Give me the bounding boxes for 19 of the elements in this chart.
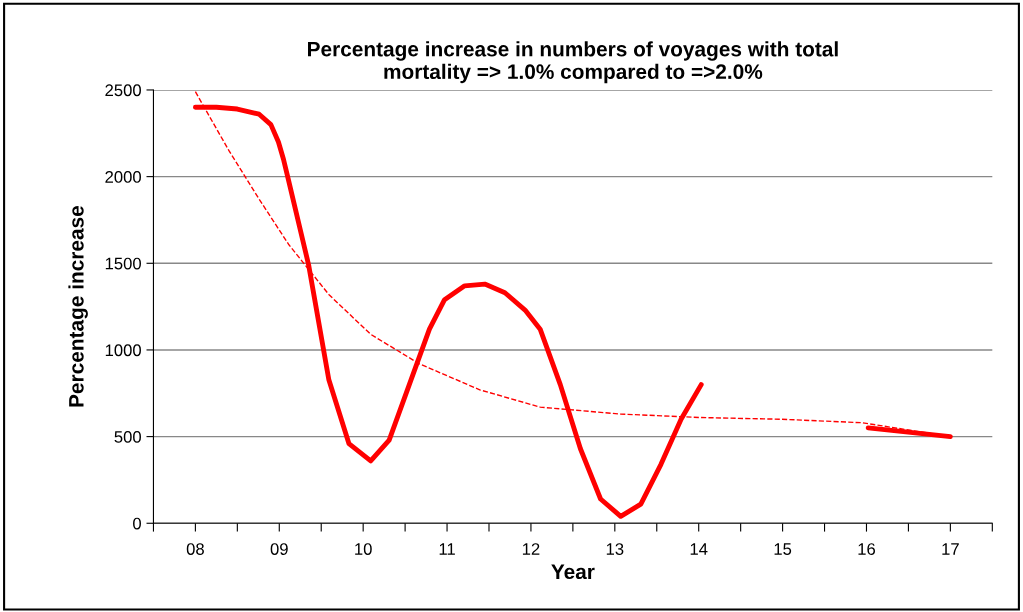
x-tick-label: 12 bbox=[522, 543, 540, 555]
chart-title: Percentage increase in numbers of voyages with total mortality => 1.0% compared to =>2.0% bbox=[308, 41, 838, 84]
x-axis-title: Year bbox=[551, 564, 595, 580]
y-tick-label: 2000 bbox=[105, 171, 141, 183]
y-tick-label: 1500 bbox=[105, 257, 141, 270]
x-tick-label: 11 bbox=[439, 543, 455, 555]
x-tick-label: 10 bbox=[355, 543, 372, 555]
y-tick-label: 0 bbox=[133, 517, 141, 530]
x-tick-label: 17 bbox=[942, 543, 959, 555]
x-tick-label: 16 bbox=[858, 543, 876, 555]
x-tick-label: 09 bbox=[270, 543, 288, 555]
y-tick-label: 2500 bbox=[105, 84, 141, 97]
y-axis-title: Percentage increase bbox=[68, 205, 88, 407]
x-tick-label: 08 bbox=[186, 543, 204, 555]
x-tick-label: 13 bbox=[606, 543, 624, 555]
y-tick-label: 500 bbox=[114, 431, 141, 443]
x-tick-label: 14 bbox=[690, 543, 708, 555]
x-tick-label: 15 bbox=[774, 543, 792, 555]
y-tick-label: 1000 bbox=[105, 344, 141, 357]
